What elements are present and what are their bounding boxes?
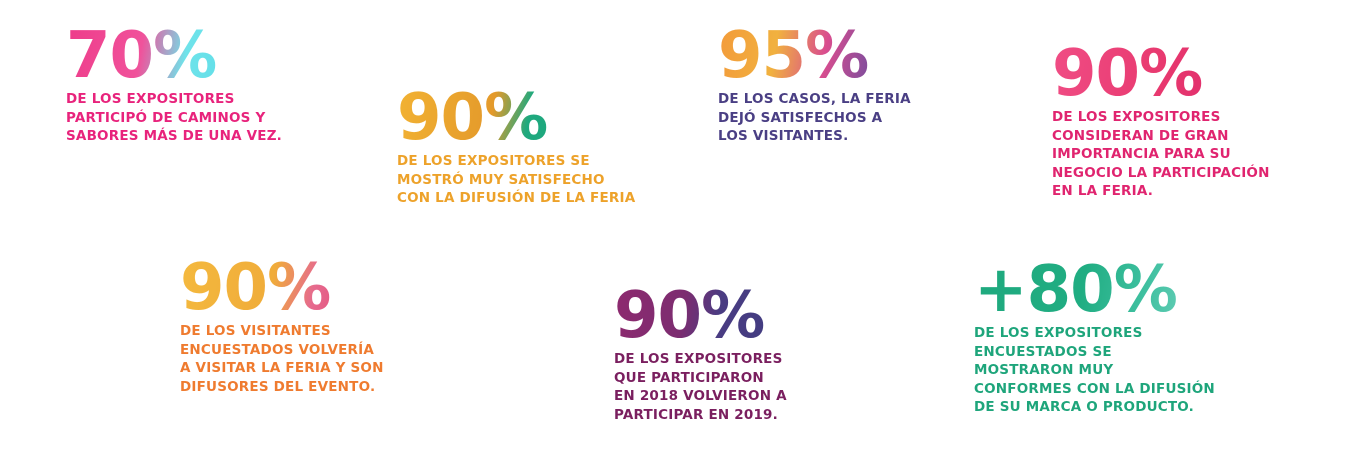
stat-description-line: ENCUESTADOS SE <box>974 343 1112 360</box>
stat-description: DE LOS EXPOSITORES ENCUESTADOS SE MOSTRA… <box>974 324 1215 417</box>
stat-description-line: CONFORMES CON LA DIFUSIÓN <box>974 380 1215 397</box>
stat-block-expositores-returned-2019: 90% DE LOS EXPOSITORES QUE PARTICIPARON … <box>614 284 787 424</box>
stat-description: DE LOS EXPOSITORES QUE PARTICIPARON EN 2… <box>614 350 787 424</box>
stat-description-line: DE LOS EXPOSITORES <box>614 351 783 367</box>
stat-percentage: 90% <box>180 256 384 320</box>
stat-description-line: MOSTRARON MUY <box>974 362 1114 378</box>
stat-description: DE LOS CASOS, LA FERIA DEJÓ SATISFECHOS … <box>718 90 911 146</box>
stat-description-line: EN LA FERIA. <box>1052 183 1154 199</box>
stat-percentage: 90% <box>614 284 787 348</box>
stat-block-visitor-satisfaction: 95% DE LOS CASOS, LA FERIA DEJÓ SATISFEC… <box>718 24 911 146</box>
stat-description-line: DE LOS EXPOSITORES <box>66 91 235 107</box>
stat-description-line: DE LOS VISITANTES <box>180 323 331 339</box>
stat-description-line: QUE PARTICIPARON <box>614 369 764 386</box>
stat-description-line: DIFUSORES DEL EVENTO. <box>180 378 376 395</box>
stat-description-line: PARTICIPAR EN 2019. <box>614 406 778 423</box>
stat-description: DE LOS EXPOSITORES SE MOSTRÓ MUY SATISFE… <box>397 152 635 208</box>
stat-percentage: 95% <box>718 24 911 88</box>
stat-description-line: SABORES MÁS DE UNA VEZ. <box>66 128 283 144</box>
stat-block-difusion-satisfaction: 90% DE LOS EXPOSITORES SE MOSTRÓ MUY SAT… <box>397 86 635 208</box>
stat-description-line: LOS VISITANTES. <box>718 128 849 144</box>
stat-description-line: NEGOCIO LA PARTICIPACIÓN <box>1052 164 1270 181</box>
stat-percentage: 70% <box>66 24 282 88</box>
stat-description-line: DE LOS CASOS, LA FERIA <box>718 91 911 107</box>
stat-percentage: +80% <box>974 258 1215 322</box>
stat-description-line: EN 2018 VOLVIERON A <box>614 388 787 404</box>
stat-description-line: CONSIDERAN DE GRAN <box>1052 127 1229 144</box>
stat-block-visitors-return: 90% DE LOS VISITANTES ENCUESTADOS VOLVER… <box>180 256 384 396</box>
stat-percentage: 90% <box>1052 42 1270 106</box>
stat-description-line: DE LOS EXPOSITORES <box>1052 109 1221 125</box>
stat-description: DE LOS VISITANTES ENCUESTADOS VOLVERÍA A… <box>180 322 384 396</box>
stat-description-line: DE LOS EXPOSITORES <box>974 325 1143 341</box>
stat-description-line: DE SU MARCA O PRODUCTO. <box>974 399 1194 415</box>
stat-description-line: A VISITAR LA FERIA Y SON <box>180 360 384 376</box>
stat-block-business-importance: 90% DE LOS EXPOSITORES CONSIDERAN DE GRA… <box>1052 42 1270 201</box>
stat-description: DE LOS EXPOSITORES CONSIDERAN DE GRAN IM… <box>1052 108 1270 201</box>
stat-percentage: 90% <box>397 86 635 150</box>
stat-description: DE LOS EXPOSITORES PARTICIPÓ DE CAMINOS … <box>66 90 282 146</box>
stat-description-line: IMPORTANCIA PARA SU <box>1052 146 1231 162</box>
stat-description-line: DE LOS EXPOSITORES SE <box>397 153 590 169</box>
stat-description-line: MOSTRÓ MUY SATISFECHO <box>397 171 605 188</box>
stat-description-line: ENCUESTADOS VOLVERÍA <box>180 341 375 358</box>
stat-block-brand-difusion: +80% DE LOS EXPOSITORES ENCUESTADOS SE M… <box>974 258 1215 417</box>
stat-description-line: PARTICIPÓ DE CAMINOS Y <box>66 109 266 126</box>
stat-description-line: DEJÓ SATISFECHOS A <box>718 109 883 126</box>
stat-block-expositores-repeat: 70% DE LOS EXPOSITORES PARTICIPÓ DE CAMI… <box>66 24 282 146</box>
stat-description-line: CON LA DIFUSIÓN DE LA FERIA <box>397 190 636 206</box>
